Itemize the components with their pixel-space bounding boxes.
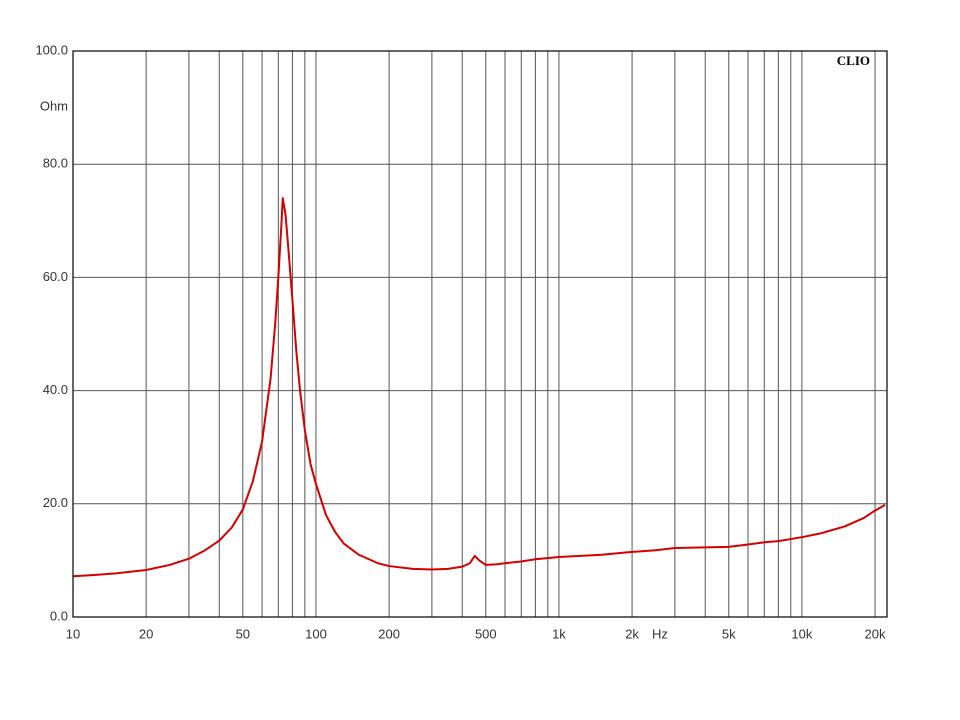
- x-tick-label: 10: [66, 626, 80, 641]
- x-axis-label: Hz: [652, 626, 668, 641]
- plot-frame: [72, 50, 888, 618]
- y-tick-label: 20.0: [43, 495, 68, 510]
- marks: [72, 197, 886, 578]
- x-tick-label: 20k: [865, 626, 886, 641]
- y-tick-label: 40.0: [43, 382, 68, 397]
- x-tick-label: 20: [139, 626, 153, 641]
- x-tick-label: 100: [305, 626, 327, 641]
- x-tick-label: 500: [475, 626, 497, 641]
- x-tick-label: 10k: [791, 626, 812, 641]
- brand: CLIO: [837, 53, 870, 68]
- y-tick-label: 100.0: [35, 42, 68, 57]
- x-tick-label: 1k: [552, 626, 566, 641]
- y-tick-label: 80.0: [43, 156, 68, 171]
- x-tick-label: 200: [378, 626, 400, 641]
- y-tick-label: 0.0: [50, 608, 68, 623]
- x-tick-label: 2k: [625, 626, 639, 641]
- impedance-line: [72, 197, 886, 578]
- x-tick-label: 5k: [722, 626, 736, 641]
- x-tick-label: 50: [236, 626, 250, 641]
- y-axis-label: Ohm: [40, 98, 68, 113]
- y-tick-label: 60.0: [43, 269, 68, 284]
